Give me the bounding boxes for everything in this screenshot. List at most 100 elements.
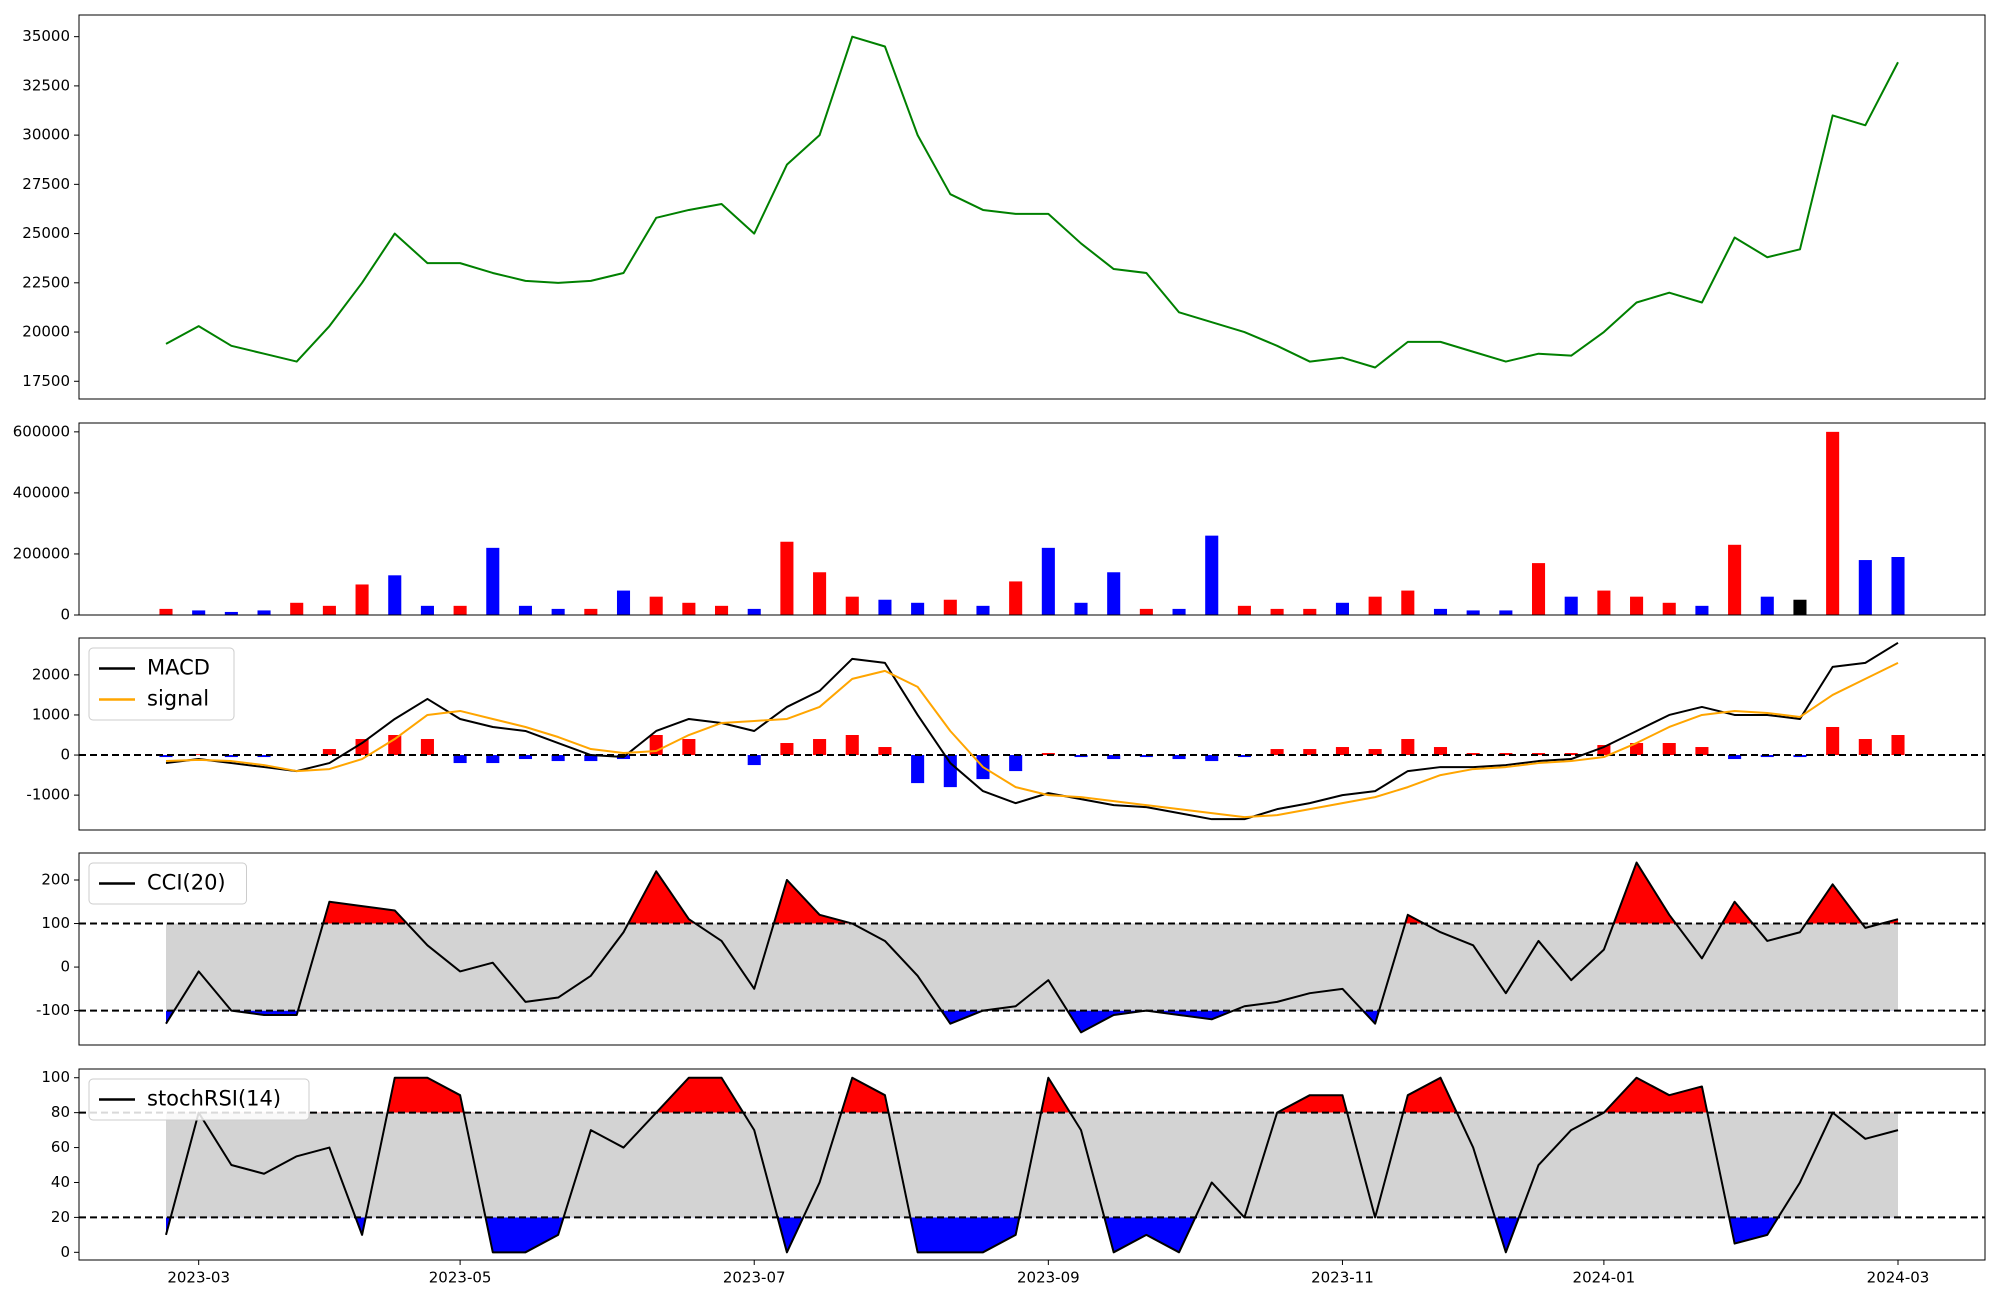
y-tick-label: 100 <box>41 914 70 932</box>
x-tick-label: 2023-03 <box>167 1269 230 1287</box>
histogram-bar <box>813 739 827 756</box>
y-tick-label: 17500 <box>22 372 70 390</box>
volume-bar <box>1826 431 1840 615</box>
histogram-bar <box>224 755 238 758</box>
histogram-bar <box>420 739 434 756</box>
y-tick-label: 20000 <box>22 323 70 341</box>
histogram-bar <box>1826 726 1840 756</box>
histogram-bar <box>486 755 500 764</box>
histogram-bar <box>322 749 336 756</box>
volume-bar <box>1695 605 1709 615</box>
volume-bar <box>1433 608 1448 615</box>
histogram-bar <box>1303 749 1317 756</box>
band <box>166 923 1898 1011</box>
volume-bar <box>551 608 565 615</box>
volume-bar <box>322 605 336 615</box>
below-fill <box>166 1217 1898 1253</box>
histogram-bar <box>1695 747 1709 756</box>
panel-frame <box>78 422 1986 616</box>
line <box>165 35 1899 369</box>
plot-area <box>79 641 1985 821</box>
histogram-bar <box>1466 753 1480 756</box>
volume-bar <box>355 584 369 615</box>
volume-bar <box>747 608 761 615</box>
histogram-bar <box>1662 743 1676 756</box>
histogram-bar <box>1564 753 1578 756</box>
line <box>165 661 1899 819</box>
y-tick-label: 25000 <box>22 224 70 242</box>
volume-bar <box>616 590 631 615</box>
line <box>165 641 1899 821</box>
panel: -1000 0 1000 2000 MACD signal <box>26 637 1986 831</box>
histogram-bar <box>682 739 696 756</box>
y-tick-label: 20 <box>51 1208 70 1226</box>
volume-bar <box>976 605 990 615</box>
histogram-bar <box>1793 755 1807 758</box>
histogram-bar <box>1368 749 1382 756</box>
histogram-bar <box>1728 755 1742 760</box>
histogram-bar <box>1433 747 1448 756</box>
volume-bar <box>224 611 238 615</box>
histogram-bar <box>845 735 859 756</box>
panel: 0 200000 400000 600000 <box>13 422 1986 624</box>
x-tick-label: 2023-07 <box>723 1269 786 1287</box>
volume-bar <box>1368 596 1382 615</box>
panel-frame <box>78 14 1986 400</box>
volume-bar <box>1499 610 1513 615</box>
histogram-bar <box>1401 739 1415 756</box>
histogram-bar <box>1270 749 1284 756</box>
volume-bar <box>420 605 434 615</box>
x-tick-label: 2024-03 <box>1867 1269 1930 1287</box>
volume-bar <box>453 605 467 615</box>
panel-frame <box>78 637 1986 831</box>
histogram-bar <box>159 755 173 758</box>
histogram-bar <box>1074 755 1088 758</box>
panel: 0 20 40 60 80 100 stochRSI(14) <box>41 1068 1986 1261</box>
volume-bar <box>715 605 729 615</box>
volume-bar <box>682 602 696 615</box>
legend-label: MACD <box>147 656 210 680</box>
volume-bar <box>1891 557 1905 615</box>
histogram-bar <box>1891 735 1905 756</box>
volume-bar <box>1760 596 1774 615</box>
volume-bar <box>1466 610 1480 615</box>
volume-bar <box>486 547 500 615</box>
y-tick-label: 80 <box>51 1103 70 1121</box>
histogram-bar <box>878 747 892 756</box>
panel-frame <box>78 1068 1986 1261</box>
volume-bar <box>1303 608 1317 615</box>
y-tick-label: 27500 <box>22 175 70 193</box>
histogram-bar <box>1009 755 1023 772</box>
volume-bar <box>1041 547 1055 615</box>
histogram-bar <box>518 755 533 760</box>
volume-bar <box>1335 602 1349 615</box>
legend-box <box>88 862 247 905</box>
volume-bar <box>1858 560 1872 615</box>
y-tick-label: 30000 <box>22 126 70 144</box>
volume-bar <box>1793 599 1807 615</box>
y-tick-label: 0 <box>60 958 70 976</box>
histogram-bar <box>1205 755 1219 762</box>
volume-bar <box>1107 572 1121 615</box>
volume-bar <box>780 541 794 615</box>
above-fill <box>387 1077 1708 1113</box>
volume-bar <box>1564 596 1578 615</box>
volume-bar <box>1630 596 1644 615</box>
volume-bar <box>1205 535 1219 615</box>
histogram-bar <box>584 755 598 762</box>
histogram-bar <box>780 743 794 756</box>
histogram-bar <box>355 739 369 756</box>
volume-bar <box>192 610 206 615</box>
legend-label: CCI(20) <box>147 871 226 895</box>
volume-bar <box>388 575 402 615</box>
histogram-bar <box>1237 755 1251 758</box>
volume-bar <box>1401 590 1415 615</box>
volume-bar <box>1270 608 1284 615</box>
y-tick-label: 22500 <box>22 273 70 291</box>
histogram-bar <box>1041 753 1055 756</box>
volume-bar <box>878 599 892 615</box>
x-tick-label: 2023-05 <box>429 1269 492 1287</box>
volume-bar <box>1009 581 1023 615</box>
y-tick-label: 40 <box>51 1173 70 1191</box>
histogram-bar <box>551 755 565 762</box>
